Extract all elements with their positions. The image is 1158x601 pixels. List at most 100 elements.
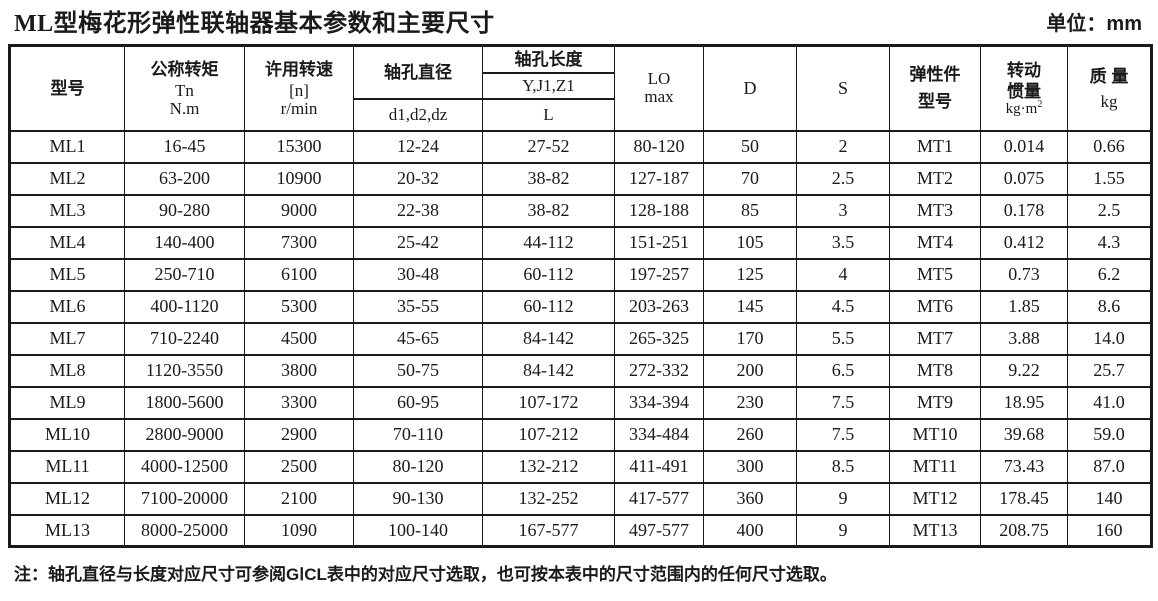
table-cell: 4 xyxy=(796,257,890,292)
table-cell: 3300 xyxy=(244,385,354,420)
table-cell: 8.6 xyxy=(1067,289,1152,324)
table-cell: 8.5 xyxy=(796,449,890,484)
table-cell: 417-577 xyxy=(614,481,704,516)
table-cell: 9.22 xyxy=(980,353,1068,388)
table-cell: 8000-25000 xyxy=(124,513,245,548)
table-cell: 1.85 xyxy=(980,289,1068,324)
table-cell: 151-251 xyxy=(614,225,704,260)
table-cell: 2800-9000 xyxy=(124,417,245,452)
col-header-speed: 许用转速 [n] r/min xyxy=(244,44,354,132)
table-cell: MT11 xyxy=(889,449,981,484)
col-header-model: 型号 xyxy=(9,44,125,132)
table-cell: 4000-12500 xyxy=(124,449,245,484)
table-cell: 84-142 xyxy=(482,353,615,388)
table-cell: 85 xyxy=(703,193,797,228)
table-cell: 25-42 xyxy=(353,225,483,260)
table-cell: 0.014 xyxy=(980,129,1068,164)
table-cell: 200 xyxy=(703,353,797,388)
col-header-torque: 公称转矩 Tn N.m xyxy=(124,44,245,132)
table-cell: 170 xyxy=(703,321,797,356)
unit-label: 单位：mm xyxy=(1046,13,1142,35)
table-cell: 100-140 xyxy=(353,513,483,548)
table-cell: 127-187 xyxy=(614,161,704,196)
table-cell: 140-400 xyxy=(124,225,245,260)
table-cell: 87.0 xyxy=(1067,449,1152,484)
table-cell: 334-484 xyxy=(614,417,704,452)
table-cell: 6100 xyxy=(244,257,354,292)
table-cell: ML8 xyxy=(9,353,125,388)
table-cell: 1090 xyxy=(244,513,354,548)
table-cell: 25.7 xyxy=(1067,353,1152,388)
table-cell: 0.412 xyxy=(980,225,1068,260)
table-cell: 272-332 xyxy=(614,353,704,388)
table-cell: 1.55 xyxy=(1067,161,1152,196)
table-cell: 260 xyxy=(703,417,797,452)
table-cell: 360 xyxy=(703,481,797,516)
table-cell: 63-200 xyxy=(124,161,245,196)
table-cell: 18.95 xyxy=(980,385,1068,420)
table-cell: 265-325 xyxy=(614,321,704,356)
col-header-bore-diameter: 轴孔直径 xyxy=(353,44,483,100)
table-row: ML9 1800-5600 3300 60-95 107-172 334-394 230 7.… xyxy=(9,385,1152,420)
table-cell: MT13 xyxy=(889,513,981,548)
table-row: ML10 2800-9000 2900 70-110 107-212 334-484 260… xyxy=(9,417,1152,452)
col-subheader-bore-length-yjz: Y,J1,Z1 xyxy=(482,71,615,100)
table-cell: 1800-5600 xyxy=(124,385,245,420)
table-cell: 230 xyxy=(703,385,797,420)
table-cell: 3.88 xyxy=(980,321,1068,356)
table-cell: 7.5 xyxy=(796,417,890,452)
table-row: ML6 400-1120 5300 35-55 60-112 203-263 145 4.5 M… xyxy=(9,289,1152,324)
table-cell: ML3 xyxy=(9,193,125,228)
table-cell: 178.45 xyxy=(980,481,1068,516)
table-cell: 6.2 xyxy=(1067,257,1152,292)
table-cell: 2900 xyxy=(244,417,354,452)
table-cell: 105 xyxy=(703,225,797,260)
table-cell: 38-82 xyxy=(482,161,615,196)
col-header-elastic-model: 弹性件 型号 xyxy=(889,44,981,132)
table-cell: 2.5 xyxy=(796,161,890,196)
d-symbol: D xyxy=(743,77,757,98)
table-cell: ML1 xyxy=(9,129,125,164)
table-row: ML2 63-200 10900 20-32 38-82 127-187 70 2.5 MT2 0… xyxy=(9,161,1152,196)
col-header-inertia: 转动 惯量 kg·m2 xyxy=(980,44,1068,132)
table-cell: 22-38 xyxy=(353,193,483,228)
inertia-label-line2: 惯量 xyxy=(1007,81,1041,101)
table-cell: 4.5 xyxy=(796,289,890,324)
table-row: ML13 8000-25000 1090 100-140 167-577 497-577 4… xyxy=(9,513,1152,548)
table-cell: 30-48 xyxy=(353,257,483,292)
col-header-bore-length: 轴孔长度 xyxy=(482,44,615,74)
table-cell: 35-55 xyxy=(353,289,483,324)
table-cell: MT12 xyxy=(889,481,981,516)
lo-symbol: LO xyxy=(647,69,671,89)
table-cell: 39.68 xyxy=(980,417,1068,452)
table-cell: 4500 xyxy=(244,321,354,356)
table-cell: MT2 xyxy=(889,161,981,196)
inertia-unit-text: kg·m xyxy=(1005,101,1038,117)
speed-label: 许用转速 xyxy=(265,59,333,79)
table-cell: 250-710 xyxy=(124,257,245,292)
table-cell: ML12 xyxy=(9,481,125,516)
model-label: 型号 xyxy=(50,78,85,98)
table-cell: 12-24 xyxy=(353,129,483,164)
table-cell: 27-52 xyxy=(482,129,615,164)
bore-length-l-label: L xyxy=(543,104,554,124)
table-cell: 400 xyxy=(703,513,797,548)
speed-symbol: [n] xyxy=(289,81,309,101)
mass-label: 质 量 xyxy=(1089,66,1129,86)
table-cell: 80-120 xyxy=(353,449,483,484)
table-cell: ML7 xyxy=(9,321,125,356)
lo-max-label: max xyxy=(644,87,674,107)
table-cell: 59.0 xyxy=(1067,417,1152,452)
bore-diameter-label: 轴孔直径 xyxy=(384,62,452,82)
table-cell: 38-82 xyxy=(482,193,615,228)
table-cell: 0.66 xyxy=(1067,129,1152,164)
table-row: ML7 710-2240 4500 45-65 84-142 265-325 170 5.5 M… xyxy=(9,321,1152,356)
table-cell: 3800 xyxy=(244,353,354,388)
table-cell: 300 xyxy=(703,449,797,484)
table-cell: 60-112 xyxy=(482,289,615,324)
inertia-unit-superscript: 2 xyxy=(1037,99,1043,110)
table-cell: 145 xyxy=(703,289,797,324)
table-cell: 0.075 xyxy=(980,161,1068,196)
table-cell: 2.5 xyxy=(1067,193,1152,228)
table-cell: 15300 xyxy=(244,129,354,164)
